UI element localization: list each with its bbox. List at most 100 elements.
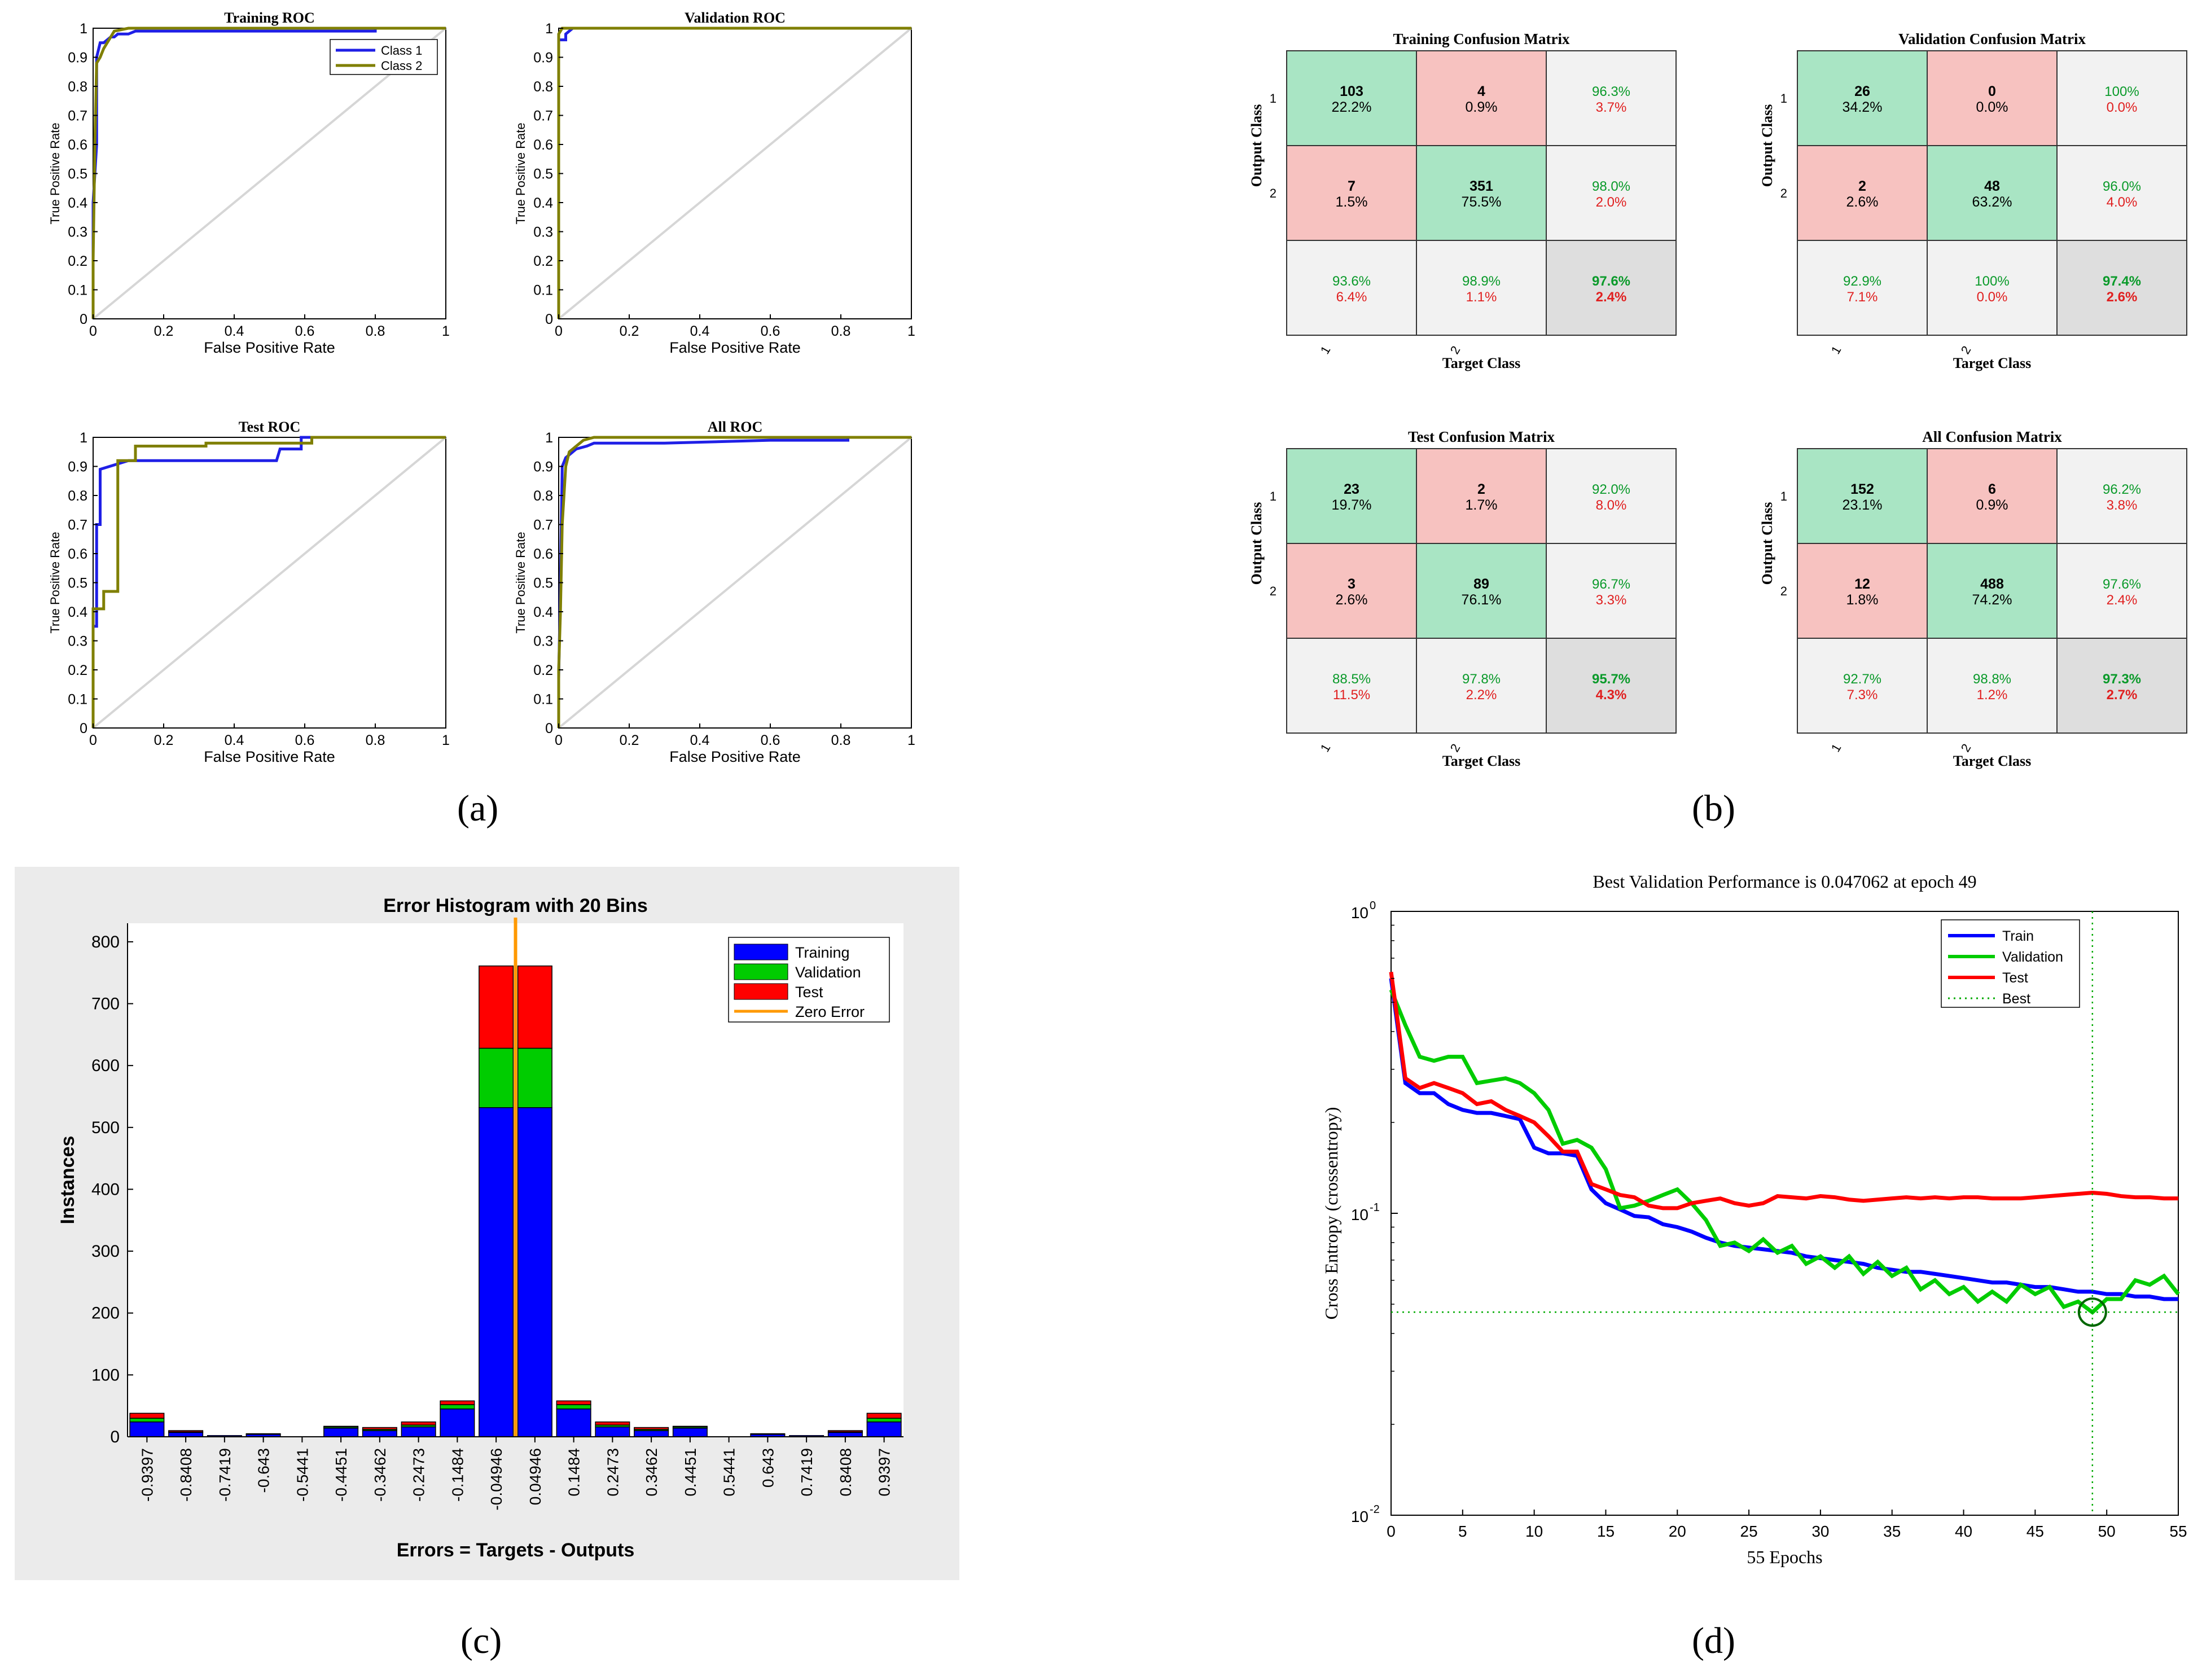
y-tick-label: 0.6 [68,137,87,153]
cell-percent: 2.6% [1336,592,1368,608]
y-tick-label: 0.7 [533,517,553,533]
y-axis-label: Output Class [1759,502,1775,585]
y-tick-exponent: -1 [1370,1201,1380,1214]
y-axis-label: Cross Entropy (crossentropy) [1321,1107,1341,1320]
y-tick-label: 0.7 [533,108,553,124]
x-axis-label: 55 Epochs [1747,1547,1822,1567]
x-tick-label: 1 [907,323,915,339]
y-axis-label: True Positive Rate [514,122,528,224]
cell-count: 89 [1473,576,1489,592]
x-tick-label: 25 [1740,1523,1758,1540]
y-tick-label: 800 [91,933,120,951]
x-axis-label: False Positive Rate [669,748,801,765]
cell-percent: 1.5% [1336,194,1368,210]
legend-label: Best [2002,991,2030,1007]
matrix-cell: 96.0%4.0% [2056,145,2187,241]
cell-error-rate: 0.0% [1977,289,2008,305]
x-tick-label: 0.5441 [721,1448,738,1497]
x-axis-label: Errors = Targets - Outputs [397,1539,635,1561]
y-tick-base: 10 [1351,1206,1368,1223]
bar-training [323,1427,359,1437]
cell-error-rate: 2.0% [1596,195,1627,210]
y-tick-label: 0.1 [533,692,553,708]
cell-percent: 0.0% [1976,99,2008,115]
col-label: 1 [1828,344,1844,357]
y-axis-label: True Positive Rate [48,532,62,633]
cell-correct-rate: 96.3% [1592,84,1630,99]
cell-count: 12 [1854,576,1870,592]
cell-correct-rate: 95.7% [1592,672,1630,687]
matrix-cell: 40.9% [1416,50,1547,146]
matrix-cell-bg [1416,145,1547,241]
bar-test [440,1400,475,1405]
legend-label: Training [795,944,850,961]
cell-correct-rate: 97.6% [2103,577,2141,592]
cell-correct-rate: 96.7% [1592,577,1630,592]
x-tick-label: 0.4 [690,323,710,339]
x-axis-label: Target Class [1442,355,1520,371]
cell-percent: 19.7% [1332,497,1372,513]
bar-validation [556,1404,591,1410]
cell-percent: 2.6% [1846,194,1879,210]
matrix-cell-bg [1286,638,1417,734]
cell-count: 48 [1984,178,2000,194]
bar-training [517,1107,552,1437]
bar-training [827,1432,863,1437]
y-tick-label: 0.3 [68,225,87,240]
x-tick-label: 0.2 [620,323,639,339]
matrix-cell: 98.9%1.1% [1416,240,1547,336]
cell-error-rate: 2.4% [1596,289,1627,305]
matrix-cell-bg [1797,240,1928,336]
cell-percent: 34.2% [1843,99,1883,115]
legend-box [330,39,438,75]
y-tick-exponent: 0 [1370,900,1376,912]
cell-correct-rate: 96.0% [2103,179,2141,194]
roc-validation-chart: 0 0.2 0.4 0.6 0.8 1 0 0.1 0.2 0.3 0.4 0.5 0.6 0.7 0.8 0… [514,10,915,356]
x-tick-label: 0.6 [295,732,315,748]
matrix-cell: 93.6%6.4% [1286,240,1417,336]
roc-panel: 0 0.2 0.4 0.6 0.8 1 0 0.1 0.2 0.3 0.4 0.5 0.6 0.7 0.8 0… [48,10,915,765]
panel-label-c: (c) [460,1620,502,1661]
matrix-cell-bg [2056,638,2187,734]
bar-validation [517,1047,552,1108]
matrix-cell: 96.2%3.8% [2056,448,2187,544]
y-tick-base: 10 [1351,1508,1368,1525]
matrix-title: Training Confusion Matrix [1393,30,1570,47]
y-tick-label: 0.5 [533,576,553,591]
diagonal-reference-line [558,27,913,320]
legend-label: Train [2002,928,2034,944]
y-tick-label: 0.1 [68,692,87,708]
x-tick-label: 45 [2026,1523,2044,1540]
y-axis-label: Output Class [1248,502,1265,585]
legend-label: Class 2 [381,59,422,73]
x-tick-label: 5 [1458,1523,1467,1540]
matrix-title: Test Confusion Matrix [1408,428,1555,445]
row-label: 1 [1270,489,1277,503]
legend-label: Zero Error [795,1003,865,1020]
legend-label: Test [795,984,823,1001]
x-tick-label: 50 [2098,1523,2116,1540]
roc-line-class-1 [91,27,446,319]
matrix-cell: 96.7%3.3% [1546,543,1677,639]
chart-title: Best Validation Performance is 0.047062 … [1593,871,1976,892]
x-tick-label: 20 [1669,1523,1686,1540]
y-tick-label: 0.2 [68,663,87,678]
bar-test [517,965,552,1049]
legend-label: Test [2002,970,2028,986]
diagonal-reference-line [558,436,913,729]
row-label: 2 [1270,186,1277,200]
y-tick-label: 300 [91,1242,120,1261]
cell-error-rate: 2.7% [2107,687,2138,703]
matrix-cell: 71.5% [1286,145,1417,241]
x-tick-label: 15 [1597,1523,1615,1540]
matrix-cell-bg [2056,240,2187,336]
cell-error-rate: 7.3% [1847,687,1878,703]
x-tick-label: -0.1484 [449,1448,466,1502]
matrix-cell-bg [1286,448,1417,544]
cell-error-rate: 2.4% [2107,593,2138,608]
y-tick-label: 0.9 [68,50,87,66]
cell-percent: 74.2% [1972,592,2012,608]
x-tick-label: 0.6 [761,323,780,339]
x-tick-label: 0.4 [690,732,710,748]
